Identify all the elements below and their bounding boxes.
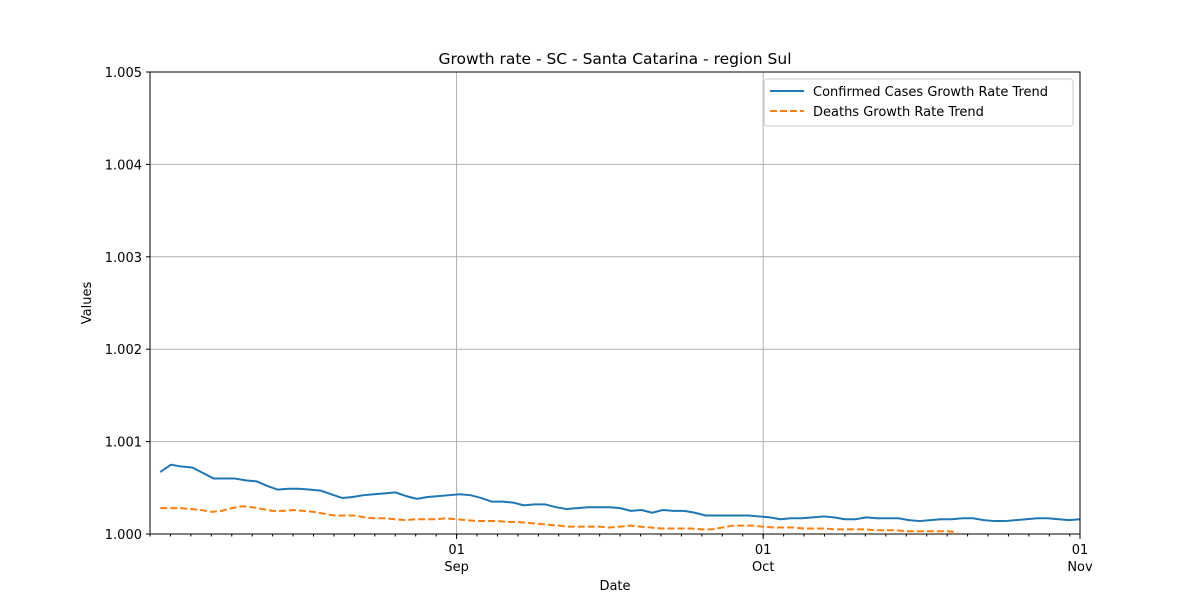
legend: Confirmed Cases Growth Rate Trend Deaths… xyxy=(763,78,1074,127)
legend-deaths-label: Deaths Growth Rate Trend xyxy=(813,105,984,120)
y-tick-label: 1.005 xyxy=(105,66,142,81)
y-axis: 1.000 1.001 1.002 1.003 1.004 1.005 xyxy=(105,66,150,543)
y-tick-label: 1.004 xyxy=(105,158,142,173)
y-tick-label: 1.003 xyxy=(105,251,142,266)
deaths-line xyxy=(160,505,958,534)
y-tick-label: 1.002 xyxy=(105,343,142,358)
legend-box xyxy=(763,78,1074,127)
y-tick-label: 1.000 xyxy=(105,528,142,543)
x-tick-month-label: Nov xyxy=(1067,560,1093,575)
x-axis: 01 Sep 01 Oct 01 Nov xyxy=(149,534,1093,575)
x-axis-label: Date xyxy=(599,579,630,594)
plot-frame xyxy=(149,71,1081,535)
legend-confirmed-label: Confirmed Cases Growth Rate Trend xyxy=(813,85,1048,100)
y-axis-label: Values xyxy=(80,282,95,325)
x-tick-day-label: 01 xyxy=(1072,543,1089,558)
series-lines xyxy=(159,463,1081,534)
confirmed-cases-line xyxy=(159,463,1081,523)
y-tick-label: 1.001 xyxy=(105,436,142,451)
x-tick-month-label: Oct xyxy=(752,560,774,575)
x-tick-day-label: 01 xyxy=(755,543,772,558)
grid-lines xyxy=(150,71,1081,535)
chart-title: Growth rate - SC - Santa Catarina - regi… xyxy=(439,50,792,68)
x-tick-day-label: 01 xyxy=(448,543,465,558)
x-tick-month-label: Sep xyxy=(444,560,469,575)
